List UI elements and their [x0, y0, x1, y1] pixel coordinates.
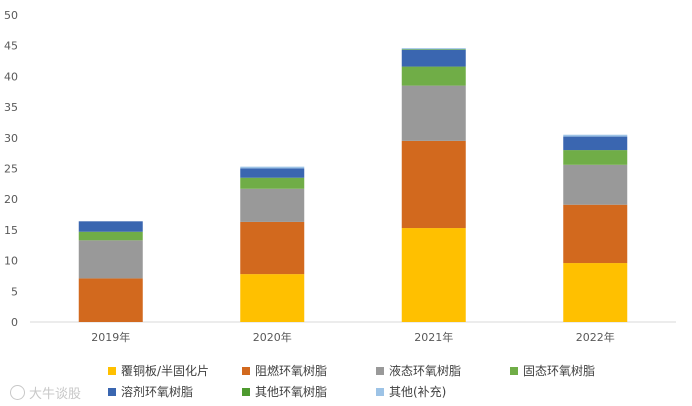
legend-swatch	[242, 366, 250, 375]
bar-segment-1-3	[240, 177, 305, 189]
watermark-logo-icon	[10, 385, 25, 400]
legend-item: 覆铜板/半固化片	[108, 362, 242, 379]
y-tick-label: 0	[11, 316, 18, 329]
legend-swatch	[376, 387, 384, 396]
legend-label: 溶剂环氧树脂	[121, 385, 194, 399]
bar-segment-2-1	[401, 140, 466, 229]
x-tick-label: 2019年	[91, 330, 130, 344]
legend-label: 其他(补充)	[389, 385, 447, 399]
bar-segment-3-0	[563, 263, 628, 322]
bar-segment-2-6	[401, 48, 466, 50]
bars	[78, 48, 628, 322]
y-tick-label: 5	[11, 285, 18, 298]
legend: 覆铜板/半固化片 阻燃环氧树脂 液态环氧树脂 固态环氧树脂溶剂环氧树脂 其他环氧树脂 其他…	[108, 362, 668, 400]
legend-item: 溶剂环氧树脂	[108, 383, 242, 400]
bar-segment-1-1	[240, 221, 305, 275]
bar-segment-0-2	[78, 240, 143, 279]
bar-segment-3-3	[563, 150, 628, 165]
y-tick-label: 50	[4, 9, 18, 22]
bar-segment-2-5	[401, 49, 466, 50]
y-tick-label: 20	[4, 193, 18, 206]
legend-item: 固态环氧树脂	[510, 362, 644, 379]
bar-segment-1-6	[240, 166, 305, 169]
y-tick-label: 10	[4, 255, 18, 268]
bar-segment-3-4	[563, 136, 628, 151]
x-axis-ticks: 2019年 2020年 2021年 2022年	[91, 330, 615, 344]
legend-swatch	[242, 387, 250, 396]
bar-segment-0-3	[78, 231, 143, 241]
bar-segment-3-2	[563, 164, 628, 205]
watermark-text: 大牛谈股	[29, 387, 82, 402]
legend-label: 覆铜板/半固化片	[121, 364, 210, 378]
legend-swatch	[510, 366, 518, 375]
legend-swatch	[108, 366, 116, 375]
y-tick-label: 25	[4, 163, 18, 176]
legend-label: 液态环氧树脂	[389, 364, 462, 378]
legend-item: 其他环氧树脂	[242, 383, 376, 400]
legend-item: 阻燃环氧树脂	[242, 362, 376, 379]
y-tick-label: 35	[4, 101, 18, 114]
legend-label: 其他环氧树脂	[255, 385, 328, 399]
bar-segment-2-2	[401, 85, 466, 141]
bar-segment-1-2	[240, 188, 305, 222]
bar-segment-2-0	[401, 228, 466, 322]
legend-swatch	[376, 366, 384, 375]
x-tick-label: 2022年	[576, 330, 615, 344]
bar-segment-3-6	[563, 134, 628, 137]
y-tick-label: 30	[4, 132, 18, 145]
bar-segment-0-1	[78, 278, 143, 322]
bar-segment-3-1	[563, 204, 628, 264]
bar-segment-2-4	[401, 49, 466, 67]
bar-segment-0-4	[78, 221, 143, 232]
legend-swatch	[108, 387, 116, 396]
bar-segment-1-4	[240, 168, 305, 178]
bar-segment-2-3	[401, 66, 466, 86]
legend-label: 固态环氧树脂	[523, 364, 596, 378]
watermark: 大牛谈股	[10, 383, 81, 402]
y-tick-label: 15	[4, 224, 18, 237]
y-tick-label: 45	[4, 40, 18, 53]
x-tick-label: 2020年	[253, 330, 292, 344]
legend-label: 阻燃环氧树脂	[255, 364, 328, 378]
legend-item: 液态环氧树脂	[376, 362, 510, 379]
legend-item: 其他(补充)	[376, 383, 510, 400]
y-axis-ticks: 0 5 10 15 20 25 30 35 40 45 50	[4, 9, 18, 329]
y-tick-label: 40	[4, 70, 18, 83]
bar-segment-1-0	[240, 274, 305, 322]
x-tick-label: 2021年	[414, 330, 453, 344]
